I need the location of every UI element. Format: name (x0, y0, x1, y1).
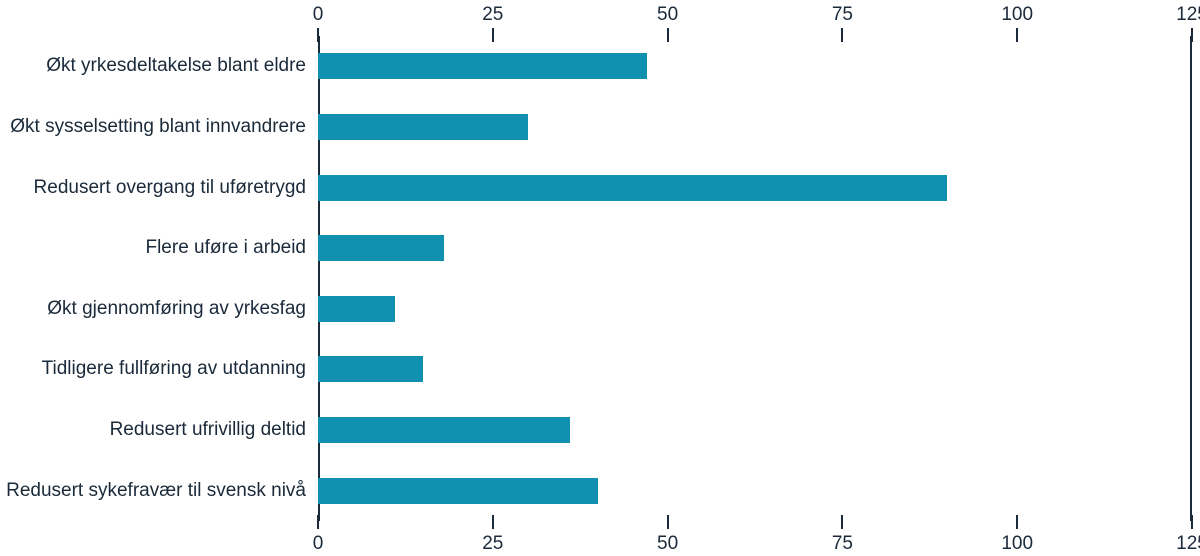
x-tick-bottom (492, 515, 494, 529)
x-tick-label-top: 75 (832, 4, 853, 26)
category-label: Økt yrkesdeltakelse blant eldre (46, 55, 306, 77)
x-tick-label-top: 50 (657, 4, 678, 26)
category-label: Flere uføre i arbeid (145, 237, 306, 259)
bar (318, 296, 395, 322)
x-tick-label-bottom: 0 (313, 533, 324, 555)
bar (318, 53, 647, 79)
bar (318, 235, 444, 261)
x-tick-label-bottom: 75 (832, 533, 853, 555)
bar (318, 356, 423, 382)
x-tick-label-bottom: 50 (657, 533, 678, 555)
x-tick-bottom (1191, 515, 1193, 529)
bar (318, 478, 598, 504)
x-tick-top (492, 28, 494, 42)
x-tick-label-top: 0 (313, 4, 324, 26)
category-label: Økt gjennomføring av yrkesfag (47, 298, 306, 320)
x-tick-label-top: 25 (482, 4, 503, 26)
bar (318, 175, 947, 201)
x-tick-top (841, 28, 843, 42)
plot-area (318, 36, 1192, 521)
category-label: Tidligere fullføring av utdanning (42, 358, 306, 380)
x-tick-bottom (667, 515, 669, 529)
x-tick-label-top: 100 (1001, 4, 1033, 26)
x-tick-bottom (317, 515, 319, 529)
x-tick-label-bottom: 100 (1001, 533, 1033, 555)
x-tick-label-bottom: 25 (482, 533, 503, 555)
category-label: Økt sysselsetting blant innvandrere (10, 116, 306, 138)
x-tick-label-bottom: 125 (1176, 533, 1200, 555)
x-tick-bottom (841, 515, 843, 529)
category-label: Redusert overgang til uføretrygd (34, 177, 306, 199)
horizontal-bar-chart: 0 0 25 25 50 50 75 75 100 100 125 125 Økt yrkesdelta… (0, 0, 1200, 556)
x-tick-top (317, 28, 319, 42)
bar (318, 417, 570, 443)
category-label: Redusert sykefravær til svensk nivå (6, 480, 306, 502)
x-tick-top (1191, 28, 1193, 42)
x-tick-label-top: 125 (1176, 4, 1200, 26)
x-tick-top (1016, 28, 1018, 42)
x-tick-bottom (1016, 515, 1018, 529)
category-label: Redusert ufrivillig deltid (110, 419, 306, 441)
bar (318, 114, 528, 140)
x-tick-top (667, 28, 669, 42)
